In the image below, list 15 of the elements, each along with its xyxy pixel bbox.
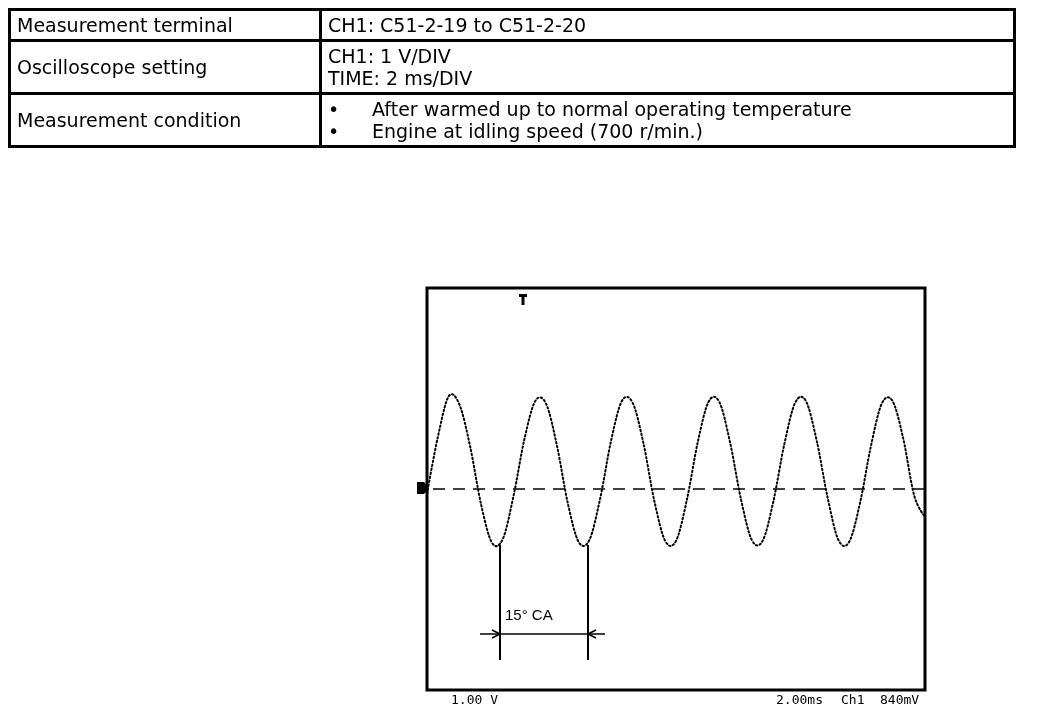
text: 15° CA: [505, 606, 553, 623]
text: Engine at idling speed (700 r/min.): [372, 120, 703, 142]
text: •: [328, 120, 341, 142]
text: CH1: 1 V/DIV: [328, 45, 451, 67]
text: Measurement terminal: [9, 9, 321, 41]
text: CH1: C51-2-19 to C51-2-20: [320, 9, 1015, 41]
text: •: [328, 98, 341, 120]
text: Ch1: [841, 692, 865, 707]
text: 840mV: [880, 692, 920, 707]
text: Measurement condition: [9, 93, 321, 147]
text: 2.00ms: [776, 692, 823, 707]
text: Oscilloscope setting: [9, 40, 321, 94]
text: After warmed up to normal operating temperature: [372, 98, 852, 120]
text: TIME: 2 ms/DIV: [328, 67, 473, 89]
text: 1.00 V: [451, 692, 498, 707]
